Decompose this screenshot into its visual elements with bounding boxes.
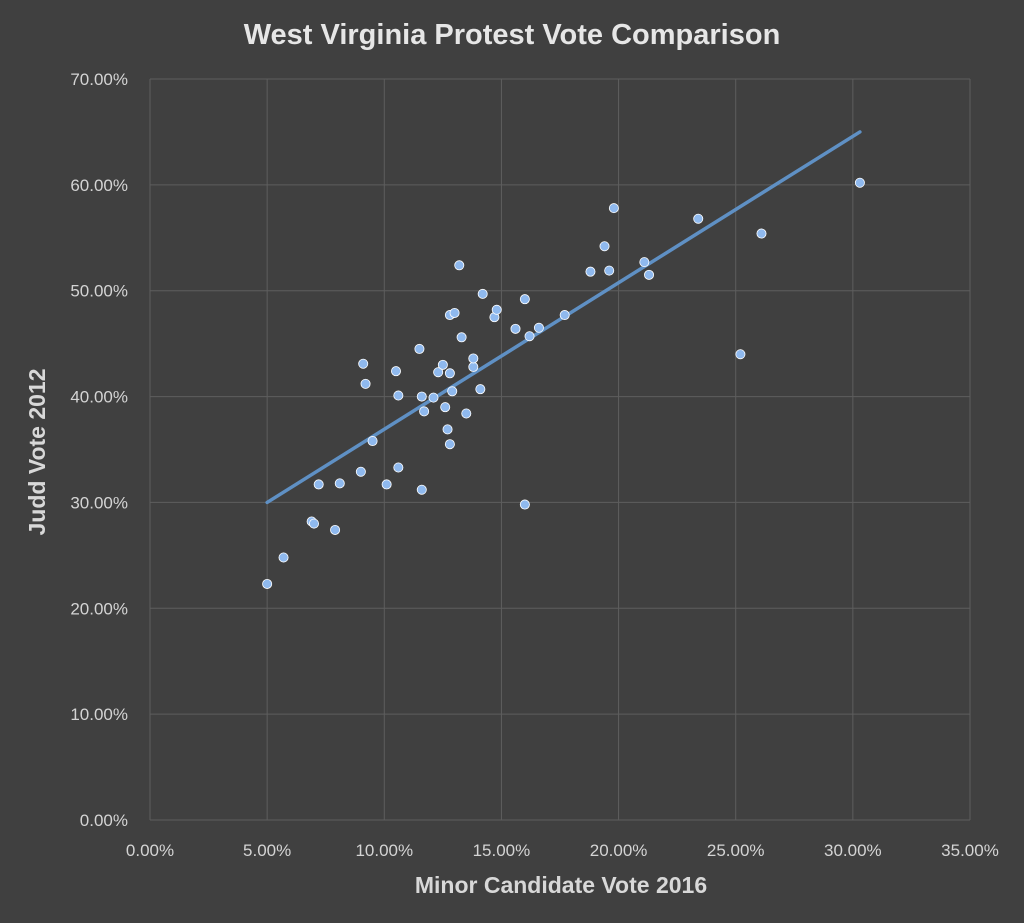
data-point: [608, 203, 619, 214]
data-point: [393, 462, 404, 473]
data-point: [414, 343, 425, 354]
y-tick-label: 60.00%: [70, 176, 128, 195]
data-point: [468, 361, 479, 372]
data-point: [524, 331, 535, 342]
data-point: [456, 332, 467, 343]
data-point: [519, 294, 530, 305]
x-tick-label: 0.00%: [126, 841, 174, 860]
data-point: [390, 366, 401, 377]
data-point: [278, 552, 289, 563]
tick-label-layer: 0.00% 10.00% 20.00% 30.00% 40.00% 50.00% 60.00…: [70, 70, 999, 860]
data-point: [533, 322, 544, 333]
data-point: [358, 358, 369, 369]
y-tick-label: 30.00%: [70, 493, 128, 512]
y-tick-label: 70.00%: [70, 70, 128, 89]
data-point: [416, 484, 427, 495]
data-point: [444, 368, 455, 379]
x-tick-label: 30.00%: [824, 841, 882, 860]
x-tick-label: 25.00%: [707, 841, 765, 860]
data-point: [468, 353, 479, 364]
x-tick-label: 15.00%: [473, 841, 531, 860]
data-point: [519, 499, 530, 510]
data-point: [854, 177, 865, 188]
data-point: [639, 257, 650, 268]
data-point: [416, 391, 427, 402]
data-point: [330, 524, 341, 535]
data-point: [419, 406, 430, 417]
x-tick-label: 35.00%: [941, 841, 999, 860]
data-point: [559, 310, 570, 321]
data-point: [449, 307, 460, 318]
data-point: [444, 439, 455, 450]
data-point: [454, 260, 465, 271]
data-point: [313, 479, 324, 490]
data-point: [693, 213, 704, 224]
x-tick-label: 10.00%: [355, 841, 413, 860]
data-point: [308, 518, 319, 529]
data-point: [644, 269, 655, 280]
data-point: [381, 479, 392, 490]
y-tick-label: 10.00%: [70, 705, 128, 724]
data-point: [428, 392, 439, 403]
chart-title: West Virginia Protest Vote Comparison: [244, 19, 781, 51]
data-point: [355, 466, 366, 477]
data-point: [437, 359, 448, 370]
x-axis-title: Minor Candidate Vote 2016: [415, 872, 707, 898]
data-point: [360, 378, 371, 389]
data-point: [510, 323, 521, 334]
data-point: [262, 578, 273, 589]
data-point: [393, 390, 404, 401]
data-point: [756, 228, 767, 239]
data-point: [735, 349, 746, 360]
data-point: [475, 384, 486, 395]
grid-layer: [149, 78, 971, 821]
data-point: [442, 424, 453, 435]
data-point: [491, 304, 502, 315]
data-point: [447, 386, 458, 397]
x-tick-label: 5.00%: [243, 841, 291, 860]
data-point: [604, 265, 615, 276]
data-point: [440, 402, 451, 413]
x-tick-label: 20.00%: [590, 841, 648, 860]
y-tick-label: 40.00%: [70, 388, 128, 407]
y-tick-label: 0.00%: [80, 811, 128, 830]
data-point: [433, 367, 444, 378]
data-point: [477, 288, 488, 299]
data-point: [367, 436, 378, 447]
data-point-layer: [262, 177, 865, 589]
y-tick-label: 20.00%: [70, 599, 128, 618]
y-tick-label: 50.00%: [70, 282, 128, 301]
data-point: [334, 478, 345, 489]
data-point: [461, 408, 472, 419]
data-point: [585, 266, 596, 277]
y-axis-title: Judd Vote 2012: [24, 368, 50, 535]
data-point: [599, 241, 610, 252]
